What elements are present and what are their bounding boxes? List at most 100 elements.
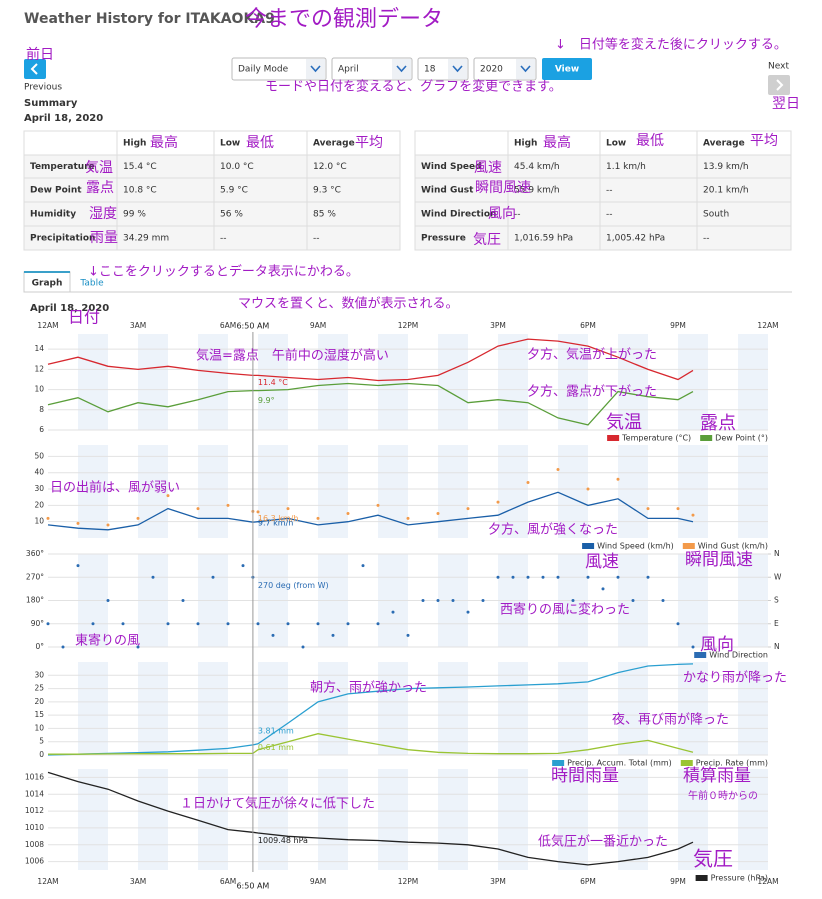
annotation: 今までの観測データ [245,7,443,32]
y-tick-label: 14 [34,344,44,353]
data-point [166,622,170,626]
data-point [556,575,560,579]
data-point [271,633,275,637]
data-point [76,521,80,525]
dropdown-value: Daily Mode [238,65,289,75]
legend-label: Precip. Rate (mm) [696,759,768,768]
table-cell: 9.3 °C [313,186,341,196]
table-cell: 85 % [313,210,336,220]
data-point [211,575,215,579]
hour-band [378,445,408,538]
y-tick-label: 20 [34,697,44,706]
annotation: 夜、再び雨が降った [612,713,729,728]
table-cell: 55.9 km/h [514,186,560,196]
hour-band [678,769,708,870]
table-header: High [123,139,146,149]
annotation: 積算雨量 [683,766,751,786]
view-button[interactable] [542,58,592,80]
annotation: 夕方、露点が下がった [527,384,657,400]
hour-band [558,769,588,870]
x-tick-label: 12PM [398,321,419,330]
y-tick-label: 40 [34,468,44,477]
table-cell: 45.4 km/h [514,162,560,172]
hour-band [318,662,348,755]
annotation: 日の出前は、風が弱い [50,480,180,496]
hour-band [78,662,108,755]
table-tab-label[interactable]: Table [79,279,104,289]
x-tick-label: 3PM [490,877,506,886]
dropdown-arrow-box [306,59,325,79]
data-point [526,575,530,579]
table-row [414,225,792,251]
data-line [47,491,694,531]
data-point [346,512,350,516]
hour-band [438,662,468,755]
x-tick-label: 3AM [130,321,146,330]
hour-band [378,769,408,870]
hour-band [498,769,528,870]
data-point [481,599,485,602]
annotation: 気温 [606,412,642,433]
table-cell: 13.9 km/h [703,162,749,172]
legend-label: Temperature (°C) [621,434,691,443]
y-tick-label: 90° [31,619,45,628]
annotation: マウスを置くと、数値が表示される。 [238,296,458,312]
data-point [181,599,185,602]
data-point [406,633,410,637]
y-tick-label: 360° [26,549,44,558]
legend-label: Pressure (hPa) [711,874,768,883]
graph-tab-label[interactable]: Graph [32,279,63,289]
annotation: 平均 [355,135,383,151]
data-point [121,622,125,626]
hour-band [438,334,468,430]
annotation: 夕方、気温が上がった [527,347,657,363]
legend-swatch [582,543,595,549]
table-row [414,201,792,227]
hour-band [258,334,288,430]
hour-band [198,769,228,870]
annotation: 気温=露点 午前中の湿度が高い [196,348,389,364]
y2-tick-label: E [774,619,779,628]
table-cell: 10.8 °C [123,186,157,196]
dropdown-value: 18 [424,65,436,75]
cursor-label: 1009.48 hPa [258,836,308,845]
hour-band [138,334,168,430]
hour-band [618,662,648,755]
cursor-label: 9.7 km/h [258,519,293,528]
annotation: 最高 [543,134,571,151]
annotation: 風速 [585,552,619,572]
x-tick-label: 12AM [37,321,58,330]
previous-button[interactable] [24,59,46,79]
annotation: かなり雨が降った [683,671,787,686]
legend-swatch [700,435,713,441]
x-tick-label: 12AM [757,321,778,330]
data-point [391,610,395,614]
data-point [301,645,305,649]
hour-band [678,445,708,538]
table-cell: 1.1 km/h [606,162,646,172]
data-point [376,503,380,507]
cursor-label: 16.3 km/h [258,514,299,523]
table-cell: 10.0 °C [220,162,254,172]
legend-swatch [607,435,620,441]
summary-date: April 18, 2020 [24,113,103,124]
next-button[interactable] [768,75,790,95]
y-tick-label: 1012 [25,806,44,815]
data-point [316,516,320,520]
data-point [601,587,605,591]
data-point [226,622,230,626]
view-label: View [555,65,579,75]
cursor-label: 11.4 °C [258,378,288,387]
dropdown[interactable] [231,57,327,81]
annotation: 気圧 [693,847,733,871]
data-point [136,645,140,649]
row-label: Wind Gust [421,186,474,196]
legend-swatch [680,760,693,766]
hour-band [558,662,588,755]
data-line [48,733,694,755]
data-point [346,622,350,626]
data-point [76,564,80,568]
table-header: High [514,139,537,149]
